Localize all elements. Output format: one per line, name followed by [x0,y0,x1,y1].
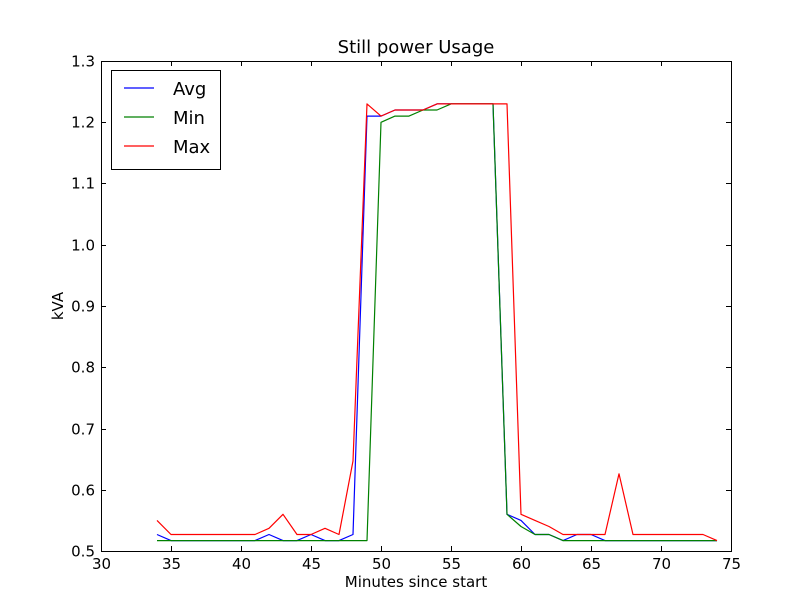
y-tick-label: 1.3 [71,53,95,71]
x-tick-label: 30 [92,555,111,573]
series-layer [156,103,718,542]
x-tick-label: 50 [372,555,391,573]
legend: Avg Min Max [111,70,221,170]
y-axis-title: kVA [49,291,67,320]
x-tick-label: 40 [232,555,251,573]
chart-title: Still power Usage [338,37,495,58]
x-axis-ticks: 30 35 40 45 50 55 60 65 70 75 [92,61,741,573]
x-tick-label: 65 [582,555,601,573]
y-tick-label: 0.5 [71,543,95,561]
x-tick-label: 35 [162,555,181,573]
x-tick-label: 60 [512,555,531,573]
y-tick-label: 0.6 [71,482,95,500]
y-tick-label: 0.7 [71,421,95,439]
series-line-max [156,103,718,542]
legend-label-avg: Avg [173,79,206,100]
legend-box [111,70,221,170]
series-line-min [157,103,717,542]
y-tick-label: 1.1 [71,175,95,193]
x-axis-title: Minutes since start [345,573,488,591]
y-tick-label: 1.2 [71,114,95,132]
legend-label-min: Min [173,108,205,129]
x-tick-label: 70 [652,555,671,573]
y-tick-label: 1.0 [71,237,95,255]
y-tick-label: 0.9 [71,298,95,316]
x-tick-label: 45 [302,555,321,573]
x-tick-label: 55 [442,555,461,573]
legend-label-max: Max [173,137,211,158]
x-tick-label: 75 [722,555,741,573]
y-tick-label: 0.8 [71,359,95,377]
y-axis-ticks: 0.5 0.6 0.7 0.8 0.9 1.0 1.1 1.2 1.3 [71,53,731,561]
